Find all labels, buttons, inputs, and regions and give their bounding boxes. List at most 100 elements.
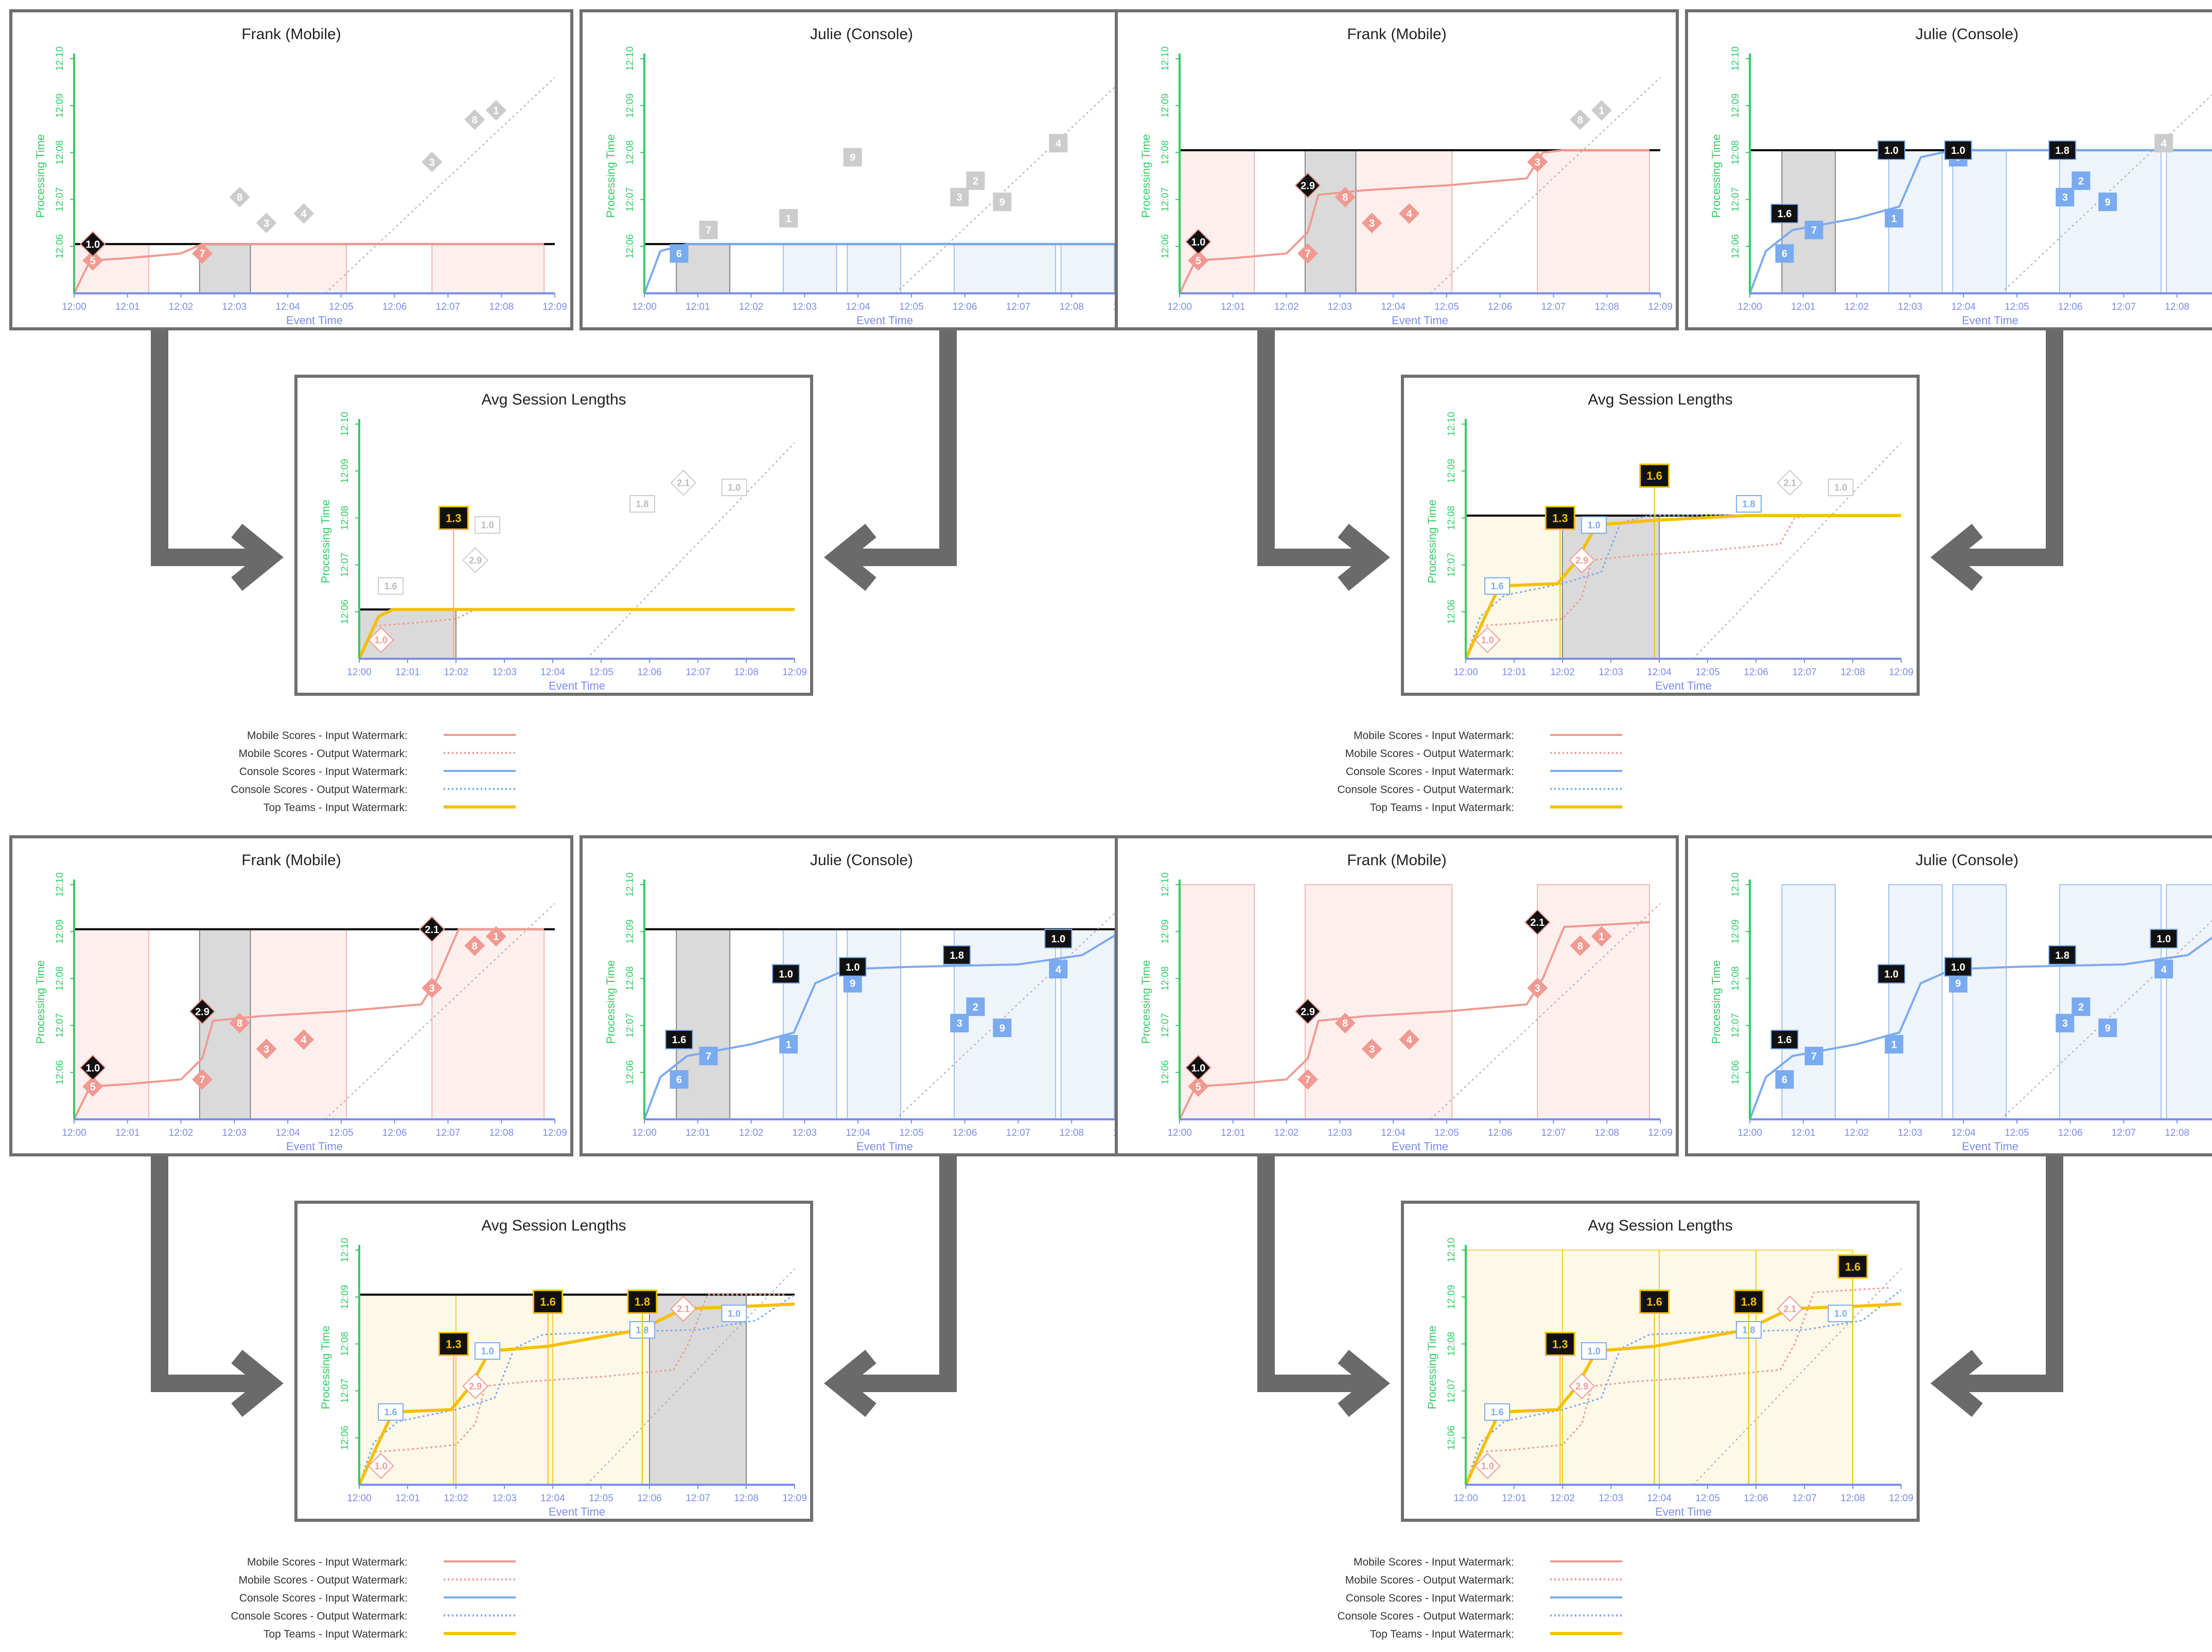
x-tick-label: 12:07 [436,302,461,312]
data-point-label: 4 [2161,138,2167,149]
data-point-label: 8 [237,192,242,203]
ideal-watermark [586,1268,795,1485]
mobile-output-watermark [1465,1287,1892,1485]
data-point-label: 2 [973,1001,978,1013]
x-tick-label: 12:03 [1599,1493,1623,1504]
y-tick-label: 12:09 [1730,93,1741,118]
panel-chart: Frank (Mobile) 5 7 8 3 4 3 8 1 1.0 12:00 12:01 12:02… [34,26,567,327]
data-point-square [2071,997,2091,1016]
panel-console: Julie (Console) 6 7 1 9 3 2 9 4 1.6 1.0 1.0 1.8 1.0 12… [580,835,1144,1156]
x-tick-label: 12:08 [1840,667,1865,678]
window-pane [1305,884,1453,1120]
panel-title: Avg Session Lengths [1588,1217,1732,1234]
ideal-watermark [325,903,555,1120]
data-point-label: 1.0 [1588,1346,1601,1357]
y-tick-label: 12:06 [1730,234,1741,259]
panel-avg: Avg Session Lengths 1.0 1.6 2.9 1.0 1.8 2.1 1.0… [1401,1201,1920,1522]
data-point-label: 4 [301,208,307,220]
ideal-watermark [325,77,555,294]
window-pane [1537,150,1650,294]
x-axis-label: Event Time [1392,314,1448,327]
data-point-square [1804,1046,1823,1065]
x-tick-label: 12:03 [793,1128,817,1138]
data-point-label: 6 [1782,249,1787,260]
y-tick-label: 12:07 [1160,1013,1171,1038]
data-point-label: 1.0 [1834,483,1847,493]
data-point-label: 1.0 [1834,1309,1847,1319]
y-tick-label: 12:07 [1730,187,1741,212]
y-tick-label: 12:09 [340,1285,350,1309]
data-point-label: 3 [1369,218,1375,229]
data-point-label: 1 [786,1039,792,1050]
data-point-label: 1.6 [540,1295,556,1308]
y-tick-label: 12:09 [340,459,350,483]
data-point-diamond [670,1295,697,1322]
data-point-diamond [1570,109,1591,130]
panel-chart: Julie (Console) 6 7 1 9 32 9 4 1.6 1.0 1.0 1.8 1.0 12… [604,852,1137,1153]
x-tick-label: 12:05 [329,302,354,312]
x-tick-label: 12:00 [62,1128,86,1138]
data-point-label: 1.6 [1778,1034,1792,1046]
y-axis-label: Processing Time [1426,1326,1438,1410]
panel-chart: Avg Session Lengths 1.0 1.6 2.9 1.0 1.8 2.1 1.0… [1426,1217,1913,1518]
window-pane [74,928,150,1120]
x-tick-label: 12:00 [1453,1493,1478,1504]
console-output-watermark [358,1294,795,1485]
panel-chart: Frank (Mobile) 5 7 8 3 4 3 8 1 1.0 2.9 2.1 12:00 12:0… [34,852,567,1153]
x-tick-label: 12:08 [1059,1128,1084,1138]
data-point-label: 2 [2078,175,2084,187]
panel-console: Julie (Console)671932941.61.01.01.812:00… [1685,9,2212,330]
x-tick-label: 12:07 [1792,1493,1817,1504]
input-badge [475,516,501,534]
y-tick-label: 12:06 [1446,1426,1457,1450]
data-point-diamond [1524,909,1551,936]
x-axis-label: Event Time [286,1140,343,1153]
y-axis-label: Processing Time [34,134,47,218]
x-tick-label: 12:00 [1453,667,1478,678]
data-point-diamond [1294,172,1321,199]
arrow-head [231,523,284,591]
panel-mobile: Frank (Mobile) 5 7 8 3 4 3 8 1 1.0 12:00 12:01 12:02… [9,9,573,330]
x-tick-label: 12:05 [899,302,924,312]
data-point-label: 5 [1196,255,1201,267]
ideal-watermark [895,77,1126,294]
data-point-label: 6 [676,249,682,260]
data-point-label: 2.9 [195,1006,209,1017]
y-tick-label: 12:10 [1730,872,1741,897]
data-point-label: 3 [1369,1044,1375,1055]
data-point-label: 1.6 [1845,1260,1861,1273]
y-axis-label: Processing Time [1139,134,1152,218]
panel-console: Julie (Console) 6 7 1 9 3 2 9 4 12:00 12:01 12:02 12… [580,9,1144,330]
x-axis-label: Event Time [856,1140,913,1153]
x-tick-label: 12:05 [589,1493,613,1504]
x-axis-label: Event Time [549,1505,605,1518]
window-pane [783,243,837,294]
data-point-label: 1.0 [1191,237,1205,248]
x-tick-label: 12:02 [1274,302,1299,312]
data-point-label: 7 [200,249,205,260]
arrow-shaft [1257,330,1364,566]
result-badge [1770,1029,1799,1049]
data-point-label: 9 [999,197,1005,208]
data-point-label: 1.0 [1481,1461,1494,1471]
panel-title: Frank (Mobile) [1347,26,1446,43]
x-tick-label: 12:04 [846,302,870,312]
x-tick-label: 12:01 [1221,302,1245,312]
teams-result-badge [1544,1331,1575,1356]
data-point-label: 2.9 [469,555,482,566]
x-tick-label: 12:04 [540,667,565,678]
y-tick-label: 12:10 [1446,1238,1457,1262]
x-tick-label: 12:09 [1648,302,1673,312]
window-pane [1659,1250,1757,1485]
data-point-square [843,974,862,993]
x-tick-label: 12:08 [1840,1493,1865,1504]
data-point-square [779,209,798,228]
x-tick-label: 12:03 [1328,1128,1353,1138]
x-tick-label: 12:08 [489,1128,514,1138]
data-point-label: 1.6 [384,1407,397,1417]
x-tick-label: 12:07 [1006,1128,1031,1138]
data-point-label: 1.0 [375,1461,388,1471]
data-point-label: 1.3 [446,1338,462,1350]
y-tick-label: 12:06 [625,1060,636,1085]
data-point-label: 1 [1599,932,1604,943]
